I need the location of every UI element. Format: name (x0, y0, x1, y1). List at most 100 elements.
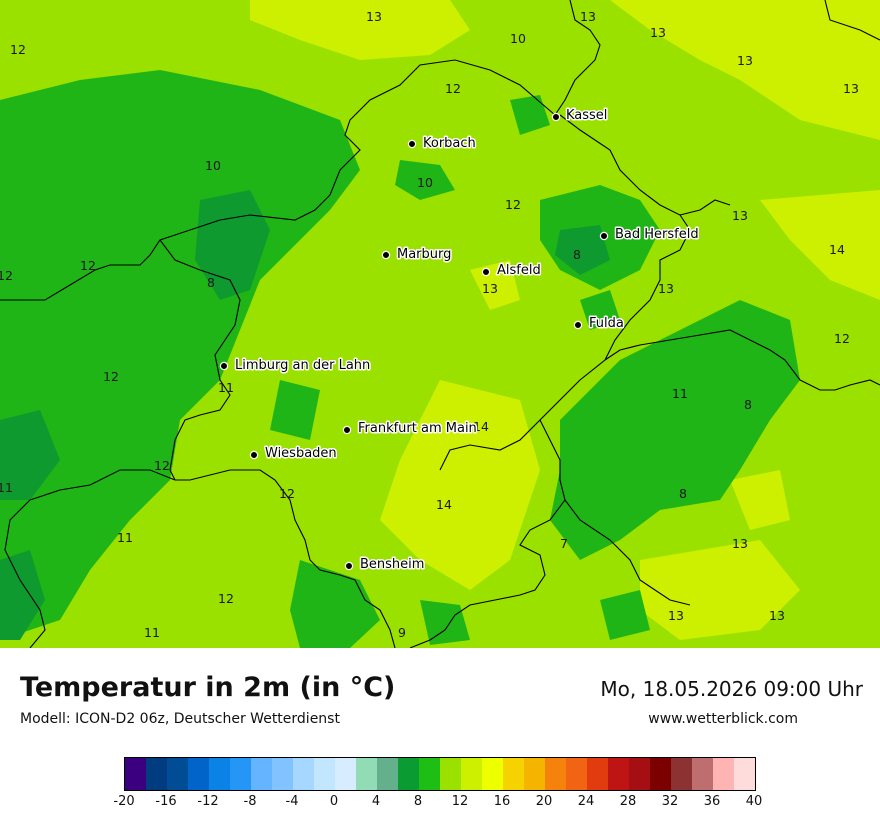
city-marburg[interactable]: Marburg (381, 246, 453, 264)
value-label: 11 (672, 386, 688, 401)
legend-swatch (419, 758, 440, 790)
value-label: 11 (0, 480, 13, 495)
value-label: 13 (769, 608, 785, 623)
value-label: 13 (366, 9, 382, 24)
legend-swatch (167, 758, 188, 790)
legend-tick-label: 32 (661, 794, 679, 809)
city-label-bad-hersfeld: Bad Hersfeld (615, 227, 699, 242)
city-dot (344, 561, 354, 571)
legend-swatch (608, 758, 629, 790)
value-label: 9 (398, 625, 406, 640)
website-link[interactable]: www.wetterblick.com (648, 711, 798, 727)
value-label: 12 (505, 197, 521, 212)
value-label: 10 (510, 31, 526, 46)
value-label: 11 (218, 380, 234, 395)
legend-ticks: -20 -16 -12 -8 -4 0 4 8 12 16 20 24 28 32 36 40 (104, 794, 784, 814)
legend-swatch (503, 758, 524, 790)
value-label: 13 (658, 281, 674, 296)
value-label: 12 (10, 42, 26, 57)
city-label-bensheim: Bensheim (360, 557, 424, 572)
warm-zones (250, 0, 880, 640)
city-dot (481, 267, 491, 277)
value-label: 13 (650, 25, 666, 40)
legend-tick-label: -20 (113, 794, 135, 809)
map-svg: 13 13 12 10 13 13 12 13 10 10 12 13 14 1… (0, 0, 880, 648)
legend-swatch (251, 758, 272, 790)
legend-swatch (230, 758, 251, 790)
value-label: 8 (679, 486, 687, 501)
legend-tick-label: 12 (451, 794, 469, 809)
city-dot (407, 139, 417, 149)
legend-swatch (629, 758, 650, 790)
city-fulda[interactable]: Fulda (573, 315, 625, 333)
legend-swatch (713, 758, 734, 790)
forecast-datetime: Mo, 18.05.2026 09:00 Uhr (600, 677, 863, 701)
legend-tick-label: -8 (243, 794, 257, 809)
legend-tick-label: 36 (703, 794, 721, 809)
value-label: 11 (117, 530, 133, 545)
value-label: 12 (279, 486, 295, 501)
legend-swatch (440, 758, 461, 790)
city-dot (219, 361, 229, 371)
legend-swatch (566, 758, 587, 790)
legend-swatch (650, 758, 671, 790)
city-limburg[interactable]: Limburg an der Lahn (219, 357, 372, 375)
value-label: 14 (829, 242, 845, 257)
city-dot (573, 320, 583, 330)
city-label-wiesbaden: Wiesbaden (265, 446, 337, 461)
value-label: 8 (744, 397, 752, 412)
value-label: 8 (573, 247, 581, 262)
legend-tick-label: 24 (577, 794, 595, 809)
legend-swatch (398, 758, 419, 790)
value-label: 13 (580, 9, 596, 24)
city-label-alsfeld: Alsfeld (497, 263, 541, 278)
value-label: 8 (207, 275, 215, 290)
legend-swatch (356, 758, 377, 790)
value-label: 13 (668, 608, 684, 623)
city-markers: Kassel Korbach Bad Hersfeld Marburg Alsf… (219, 107, 700, 574)
legend-swatch (188, 758, 209, 790)
value-label: 10 (417, 175, 433, 190)
value-label: 12 (834, 331, 850, 346)
value-label: 12 (218, 591, 234, 606)
value-label: 13 (482, 281, 498, 296)
city-frankfurt[interactable]: Frankfurt am Main (342, 420, 478, 438)
city-kassel[interactable]: Kassel (551, 107, 609, 125)
cold-zones (0, 190, 610, 640)
legend-swatch (692, 758, 713, 790)
legend-swatch (524, 758, 545, 790)
legend-swatch (482, 758, 503, 790)
city-dot (599, 231, 609, 241)
state-borders (0, 0, 880, 648)
city-korbach[interactable]: Korbach (407, 135, 477, 153)
legend-tick-label: -4 (285, 794, 299, 809)
city-bad-hersfeld[interactable]: Bad Hersfeld (599, 226, 700, 244)
legend-swatch (272, 758, 293, 790)
value-label: 12 (80, 258, 96, 273)
value-label: 12 (154, 458, 170, 473)
model-subtitle: Modell: ICON-D2 06z, Deutscher Wetterdie… (20, 711, 340, 727)
value-label: 13 (732, 536, 748, 551)
city-dot (381, 250, 391, 260)
legend-tick-label: 20 (535, 794, 553, 809)
legend-tick-label: 8 (413, 794, 423, 809)
city-wiesbaden[interactable]: Wiesbaden (249, 445, 338, 463)
value-label: 14 (473, 419, 489, 434)
city-dot (551, 112, 561, 122)
legend-swatch (377, 758, 398, 790)
page-title: Temperatur in 2m (in °C) (20, 672, 396, 703)
city-alsfeld[interactable]: Alsfeld (481, 262, 542, 280)
city-bensheim[interactable]: Bensheim (344, 556, 426, 574)
value-label: 13 (732, 208, 748, 223)
legend-swatch (125, 758, 146, 790)
legend-swatch (314, 758, 335, 790)
value-label: 10 (205, 158, 221, 173)
city-dot (249, 450, 259, 460)
value-labels: 13 13 12 10 13 13 12 13 10 10 12 13 14 1… (0, 9, 859, 640)
value-label: 12 (445, 81, 461, 96)
temperature-map: 13 13 12 10 13 13 12 13 10 10 12 13 14 1… (0, 0, 880, 648)
legend-tick-label: 16 (493, 794, 511, 809)
city-label-marburg: Marburg (397, 247, 451, 262)
value-label: 12 (103, 369, 119, 384)
legend-tick-label: 4 (371, 794, 381, 809)
